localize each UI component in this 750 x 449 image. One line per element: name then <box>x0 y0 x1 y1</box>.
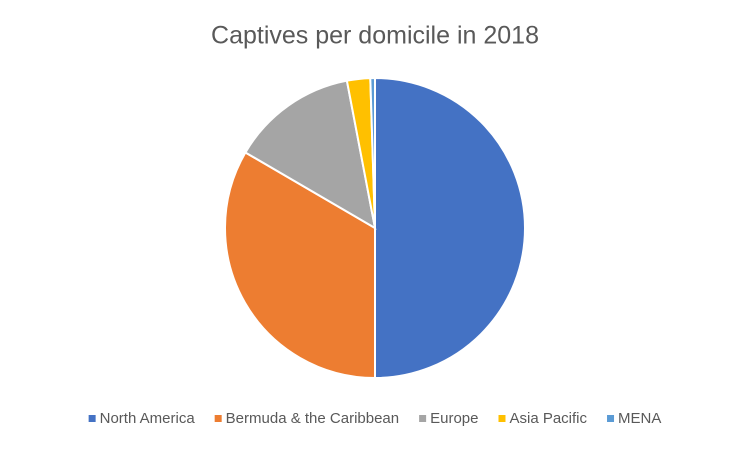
legend-swatch <box>88 415 96 422</box>
legend-swatch <box>214 415 222 422</box>
legend-swatch <box>498 415 506 422</box>
chart-title: Captives per domicile in 2018 <box>211 22 539 50</box>
pie-slice <box>224 151 376 380</box>
pie-slice <box>244 79 377 230</box>
legend-label: Asia Pacific <box>509 410 587 427</box>
legend-label: MENA <box>618 410 661 427</box>
pie-slice <box>374 76 526 380</box>
legend-label: Europe <box>430 410 478 427</box>
legend-swatch <box>607 415 615 422</box>
legend-swatch <box>419 415 427 422</box>
legend-label: Bermuda & the Caribbean <box>226 410 399 427</box>
legend-label: North America <box>100 410 196 427</box>
pie-slice <box>369 76 376 229</box>
